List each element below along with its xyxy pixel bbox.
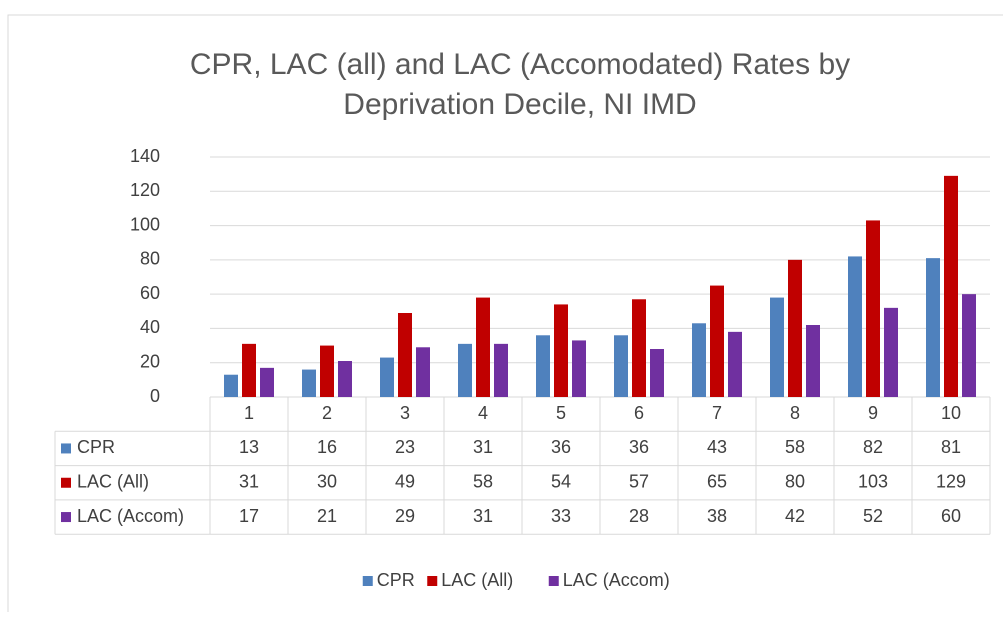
x-tick-label: 2	[322, 403, 332, 423]
table-cell: 30	[317, 472, 337, 492]
table-cell: 49	[395, 472, 415, 492]
bar	[632, 299, 646, 397]
bar	[338, 361, 352, 397]
y-tick-label: 20	[140, 351, 160, 371]
table-cell: 31	[473, 506, 493, 526]
bar	[962, 294, 976, 397]
table-row-label: LAC (Accom)	[77, 506, 184, 526]
y-tick-label: 40	[140, 317, 160, 337]
table-cell: 57	[629, 472, 649, 492]
bar	[476, 297, 490, 397]
bar	[770, 297, 784, 397]
y-tick-label: 100	[130, 214, 160, 234]
legend-label: LAC (All)	[441, 570, 513, 590]
x-tick-label: 5	[556, 403, 566, 423]
x-tick-label: 10	[941, 403, 961, 423]
bar	[926, 258, 940, 397]
bar	[224, 374, 238, 397]
table-row-label: CPR	[77, 437, 115, 457]
table-cell: 36	[551, 437, 571, 457]
bar	[806, 325, 820, 397]
legend-key	[427, 576, 438, 586]
table-row-label: LAC (All)	[77, 472, 149, 492]
x-tick-label: 9	[868, 403, 878, 423]
table-cell: 33	[551, 506, 571, 526]
y-tick-label: 80	[140, 249, 160, 269]
bar	[650, 349, 664, 397]
table-cell: 28	[629, 506, 649, 526]
bar	[458, 343, 472, 397]
table-cell: 29	[395, 506, 415, 526]
bar	[884, 307, 898, 397]
table-cell: 17	[239, 506, 259, 526]
table-cell: 23	[395, 437, 415, 457]
table-cell: 16	[317, 437, 337, 457]
bar	[692, 323, 706, 397]
legend-label: CPR	[377, 570, 415, 590]
legend-label: LAC (Accom)	[563, 570, 670, 590]
bar	[614, 335, 628, 397]
y-tick-label: 140	[130, 146, 160, 166]
table-cell: 43	[707, 437, 727, 457]
table-cell: 58	[785, 437, 805, 457]
legend-key	[362, 576, 373, 586]
y-tick-label: 0	[150, 386, 160, 406]
bar	[944, 175, 958, 397]
chart-subtitle: Deprivation Decile, NI IMD	[343, 88, 696, 121]
bar	[380, 357, 394, 397]
table-cell: 36	[629, 437, 649, 457]
x-tick-label: 1	[244, 403, 254, 423]
bar	[554, 304, 568, 397]
table-cell: 60	[941, 506, 961, 526]
table-cell: 103	[858, 472, 888, 492]
x-tick-label: 7	[712, 403, 722, 423]
chart-title: CPR, LAC (all) and LAC (Accomodated) Rat…	[190, 48, 850, 81]
chart-frame	[7, 14, 1003, 617]
table-cell: 38	[707, 506, 727, 526]
table-cell: 81	[941, 437, 961, 457]
y-tick-label: 120	[130, 180, 160, 200]
x-tick-label: 4	[478, 403, 488, 423]
bar	[848, 256, 862, 397]
bar	[260, 367, 274, 397]
bar	[302, 369, 316, 397]
bar	[788, 259, 802, 397]
table-cell: 65	[707, 472, 727, 492]
bar	[728, 331, 742, 397]
bar	[398, 313, 412, 397]
legend-key	[548, 576, 559, 586]
x-tick-label: 8	[790, 403, 800, 423]
table-cell: 31	[473, 437, 493, 457]
table-legend-key	[61, 477, 71, 488]
table-cell: 13	[239, 437, 259, 457]
bar	[572, 340, 586, 397]
table-cell: 42	[785, 506, 805, 526]
table-cell: 54	[551, 472, 571, 492]
table-cell: 58	[473, 472, 493, 492]
x-tick-label: 3	[400, 403, 410, 423]
bar	[536, 335, 550, 397]
y-tick-label: 60	[140, 283, 160, 303]
bar	[866, 220, 880, 397]
bar	[320, 345, 334, 397]
table-cell: 21	[317, 506, 337, 526]
table-cell: 80	[785, 472, 805, 492]
table-legend-key	[61, 512, 71, 523]
table-legend-key	[61, 443, 71, 454]
table-cell: 31	[239, 472, 259, 492]
bar	[494, 343, 508, 397]
x-tick-label: 6	[634, 403, 644, 423]
table-cell: 129	[936, 472, 966, 492]
table-cell: 82	[863, 437, 883, 457]
table-cell: 52	[863, 506, 883, 526]
bar	[710, 285, 724, 397]
bar	[242, 343, 256, 397]
bar	[416, 347, 430, 397]
